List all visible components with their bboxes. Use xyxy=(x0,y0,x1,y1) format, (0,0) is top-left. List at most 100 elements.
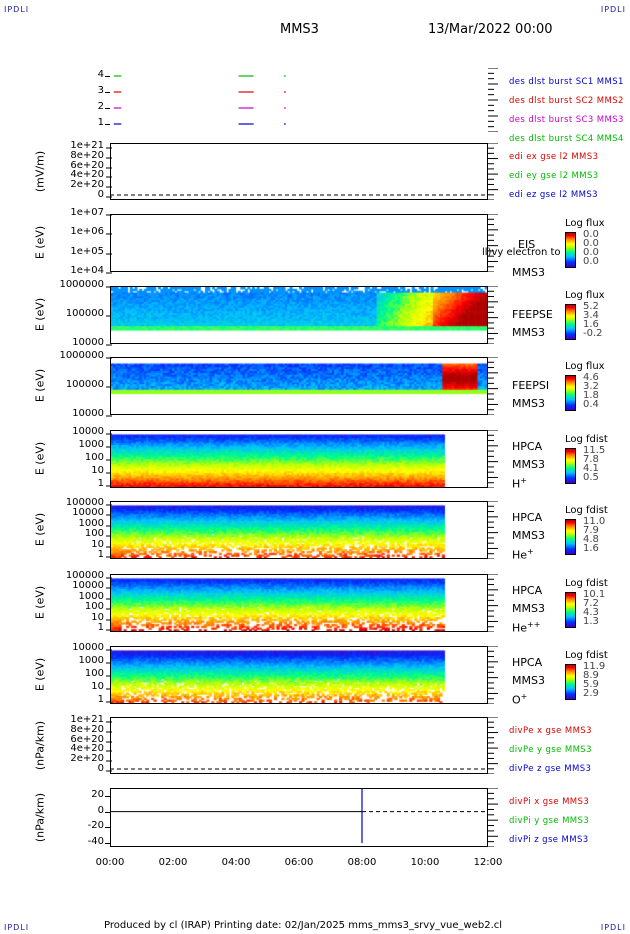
edi-ytick-mark xyxy=(106,147,112,149)
feepsi-colorbar xyxy=(565,375,576,411)
feepse-colorbar-value: 1.6 xyxy=(583,319,599,330)
feepsi-colorbar-value: 3.2 xyxy=(583,381,599,392)
hpca_o-instrument-label: MMS3 xyxy=(512,674,545,687)
feepsi-instrument-label: FEEPSI xyxy=(512,379,550,392)
eis-ytick: 1e+06 xyxy=(70,226,104,238)
hpca_hepp-ion-charge: ++ xyxy=(527,620,541,629)
edi-legend-entry: edi ez gse l2 MMS3 xyxy=(509,190,598,200)
hpca_h-ytick: 10 xyxy=(91,465,104,476)
eis-colorbar-value: 0.0 xyxy=(583,229,599,240)
feepse-colorbar-value: 5.2 xyxy=(583,301,599,312)
divpi-ytick-mark xyxy=(105,843,110,845)
hpca_h-frame xyxy=(110,430,488,488)
divpe-ytick-mark xyxy=(106,721,112,723)
hpca_o-frame xyxy=(110,646,488,704)
hpca_hepp-ytick: 10000 xyxy=(72,580,104,592)
divpi-ytick-mark xyxy=(105,827,110,829)
feepsi-right-axis xyxy=(488,357,498,415)
feepsi-colorbar-value: 0.4 xyxy=(583,399,599,410)
hpca_he-ytick: 1000 xyxy=(78,517,104,529)
divpe-ytick-mark xyxy=(106,741,112,743)
divpe-ytick: 4e+20 xyxy=(70,743,104,755)
divpi-ylabel: (nPa/km) xyxy=(33,792,47,842)
eis-ytick: 1e+04 xyxy=(70,265,104,276)
burst-ytick: 2 xyxy=(97,101,104,112)
edi-ytick-mark xyxy=(106,186,112,188)
feepse-ytick: 1000000 xyxy=(59,279,104,290)
hpca_hepp-colorbar-title: Log fdist xyxy=(565,578,608,589)
edi-legend-entry: edi ex gse l2 MMS3 xyxy=(509,152,599,162)
feepse-instrument-label: FEEPSE xyxy=(512,308,553,321)
feepse-right-axis xyxy=(488,286,498,344)
burst-right-axis xyxy=(488,68,498,132)
hpca_o-ion-charge: + xyxy=(520,692,528,701)
hpca_he-colorbar-value: 11.0 xyxy=(583,516,606,527)
hpca_h-colorbar-value: 4.1 xyxy=(583,463,599,474)
eis-instrument-label: EIS xyxy=(518,238,536,251)
feepsi-colorbar-value: 1.8 xyxy=(583,390,599,401)
divpi-legend-entry: divPi x gse MMS3 xyxy=(509,797,590,807)
burst-ytick: 1 xyxy=(97,117,104,128)
burst-ytick: 3 xyxy=(97,85,104,96)
burst-plot xyxy=(113,75,286,125)
feepsi-ytick: 10000 xyxy=(72,408,104,419)
hpca_he-colorbar-value: 7.9 xyxy=(583,525,599,536)
divpe-zero-line xyxy=(110,768,488,770)
corner-label-br: IPDLI xyxy=(600,923,626,932)
divpi-legend-entry: divPi y gse MMS3 xyxy=(509,816,590,826)
divpe-right-axis xyxy=(488,717,498,774)
feepsi-colorbar-title: Log flux xyxy=(565,361,605,372)
eis-colorbar-value: 0.0 xyxy=(583,247,599,258)
hpca_o-ytick: 1 xyxy=(97,694,104,705)
hpca_hepp-ytick: 100000 xyxy=(65,570,104,581)
feepse-ytick-mark xyxy=(106,344,112,346)
hpca_hepp-colorbar-value: 4.3 xyxy=(583,607,599,618)
x-tick-label: 10:00 xyxy=(410,857,440,868)
divpe-legend-entry: divPe z gse MMS3 xyxy=(509,764,592,774)
divpi-right-axis xyxy=(488,788,498,847)
divpe-ytick-mark xyxy=(106,750,112,752)
divpe-legend-entry: divPe x gse MMS3 xyxy=(509,726,592,736)
hpca_hepp-colorbar-value: 1.3 xyxy=(583,616,599,627)
hpca_he-instrument-label: MMS3 xyxy=(512,529,545,542)
edi-ytick-mark xyxy=(106,196,112,198)
edi-ytick: 6e+20 xyxy=(70,159,104,171)
divpe-ytick: 8e+20 xyxy=(70,723,104,735)
feepsi-instrument-label: MMS3 xyxy=(512,397,545,410)
hpca_o-right-axis xyxy=(488,646,498,704)
eis-colorbar xyxy=(565,232,576,268)
edi-ytick-mark xyxy=(106,167,112,169)
hpca_he-ion-charge: + xyxy=(527,547,534,556)
hpca_hepp-spectrogram xyxy=(111,575,487,631)
hpca_he-colorbar-title: Log fdist xyxy=(565,505,608,516)
divpi-legend-entry: divPi z gse MMS3 xyxy=(509,835,589,845)
divpe-ytick-mark xyxy=(106,760,112,762)
hpca_o-colorbar-title: Log fdist xyxy=(565,650,608,661)
hpca_hepp-colorbar-value: 10.1 xyxy=(583,589,606,600)
hpca_he-instrument-label: HPCA xyxy=(512,511,543,524)
feepsi-ytick: 1000000 xyxy=(59,350,104,361)
hpca_he-colorbar-value: 1.6 xyxy=(583,543,599,554)
eis-colorbar-value: 0.0 xyxy=(583,238,599,249)
x-tick-label: 00:00 xyxy=(95,857,125,868)
hpca_he-ytick: 100000 xyxy=(65,497,104,508)
hpca_o-instrument-label: HPCA xyxy=(512,656,543,669)
x-tick-label: 02:00 xyxy=(158,857,188,868)
hpca_h-ytick: 1 xyxy=(97,478,104,489)
hpca_o-colorbar xyxy=(565,664,576,700)
edi-legend-entry: edi ey gse l2 MMS3 xyxy=(509,171,599,181)
feepse-spectrogram xyxy=(111,287,487,343)
edi-ytick: 0 xyxy=(97,189,104,200)
hpca_h-colorbar-value: 7.8 xyxy=(583,454,599,465)
divpe-ytick-mark xyxy=(106,731,112,733)
hpca_he-ytick: 1 xyxy=(97,549,104,560)
feepse-instrument-label: MMS3 xyxy=(512,326,545,339)
hpca_o-ytick: 1000 xyxy=(78,655,104,666)
edi-ytick-mark xyxy=(106,176,112,178)
divpe-ytick: 1e+21 xyxy=(70,714,104,725)
feepsi-frame xyxy=(110,357,488,415)
burst-ytick-mark xyxy=(105,92,110,93)
hpca_o-spectrogram xyxy=(111,647,487,703)
hpca_he-colorbar xyxy=(565,519,576,555)
divpi-ytick-mark xyxy=(105,811,110,813)
